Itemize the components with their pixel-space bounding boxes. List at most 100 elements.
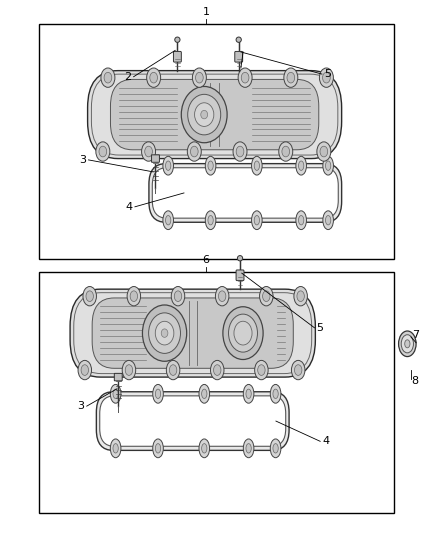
Ellipse shape (125, 365, 133, 375)
Ellipse shape (96, 142, 110, 161)
FancyBboxPatch shape (110, 79, 319, 150)
Ellipse shape (83, 287, 96, 306)
FancyBboxPatch shape (96, 392, 289, 450)
Ellipse shape (171, 287, 185, 306)
FancyBboxPatch shape (152, 168, 338, 218)
Ellipse shape (273, 389, 278, 399)
Text: 6: 6 (202, 255, 209, 265)
FancyBboxPatch shape (88, 70, 342, 159)
Text: 4: 4 (125, 202, 132, 212)
Text: 4: 4 (322, 437, 329, 446)
Ellipse shape (322, 72, 330, 83)
Text: 3: 3 (79, 155, 86, 165)
Ellipse shape (251, 156, 262, 175)
Ellipse shape (299, 161, 304, 171)
Ellipse shape (263, 291, 270, 302)
Ellipse shape (201, 443, 207, 453)
Ellipse shape (323, 211, 333, 230)
Ellipse shape (229, 314, 258, 352)
Ellipse shape (246, 389, 251, 399)
Ellipse shape (317, 142, 331, 161)
Ellipse shape (401, 335, 413, 353)
Ellipse shape (145, 146, 152, 157)
Ellipse shape (273, 443, 278, 453)
Ellipse shape (325, 161, 331, 171)
Ellipse shape (155, 321, 174, 345)
Ellipse shape (254, 360, 268, 379)
Ellipse shape (174, 291, 182, 302)
Ellipse shape (236, 146, 244, 157)
Ellipse shape (166, 360, 180, 379)
Ellipse shape (130, 291, 138, 302)
FancyBboxPatch shape (236, 270, 244, 280)
Ellipse shape (110, 384, 121, 403)
Ellipse shape (251, 211, 262, 230)
Ellipse shape (205, 156, 216, 175)
Ellipse shape (399, 331, 416, 357)
Ellipse shape (208, 215, 213, 225)
Ellipse shape (219, 291, 226, 302)
FancyBboxPatch shape (235, 51, 243, 62)
Ellipse shape (237, 255, 243, 261)
Text: 3: 3 (77, 401, 84, 411)
FancyBboxPatch shape (149, 164, 342, 222)
FancyBboxPatch shape (100, 396, 286, 446)
Ellipse shape (223, 306, 263, 359)
Text: 2: 2 (124, 72, 131, 82)
Ellipse shape (195, 72, 203, 83)
Bar (39, 24, 394, 259)
Ellipse shape (175, 37, 180, 43)
Ellipse shape (163, 211, 173, 230)
Ellipse shape (260, 287, 273, 306)
Ellipse shape (181, 86, 227, 143)
Ellipse shape (236, 37, 241, 43)
Text: 5: 5 (324, 69, 331, 79)
Ellipse shape (279, 142, 293, 161)
Ellipse shape (110, 439, 121, 458)
Ellipse shape (161, 329, 168, 337)
Ellipse shape (238, 68, 252, 87)
Ellipse shape (147, 68, 161, 87)
Ellipse shape (122, 360, 136, 379)
Bar (39, 272, 394, 513)
Ellipse shape (241, 72, 249, 83)
Ellipse shape (270, 439, 281, 458)
Ellipse shape (127, 287, 141, 306)
Ellipse shape (297, 291, 304, 302)
Ellipse shape (163, 156, 173, 175)
Ellipse shape (191, 146, 198, 157)
FancyBboxPatch shape (114, 373, 122, 381)
Ellipse shape (282, 146, 290, 157)
FancyBboxPatch shape (70, 289, 315, 377)
Ellipse shape (299, 215, 304, 225)
Ellipse shape (153, 439, 163, 458)
Ellipse shape (405, 340, 410, 348)
Ellipse shape (294, 365, 302, 375)
Ellipse shape (188, 94, 221, 135)
Ellipse shape (153, 384, 163, 403)
Ellipse shape (296, 156, 307, 175)
Ellipse shape (201, 389, 207, 399)
Ellipse shape (320, 146, 328, 157)
Ellipse shape (199, 439, 209, 458)
Ellipse shape (270, 384, 281, 403)
Ellipse shape (99, 146, 107, 157)
Ellipse shape (215, 287, 229, 306)
Ellipse shape (214, 365, 221, 375)
FancyBboxPatch shape (173, 51, 181, 62)
Ellipse shape (141, 142, 155, 161)
Text: 7: 7 (412, 330, 419, 340)
Ellipse shape (296, 211, 307, 230)
Ellipse shape (201, 110, 208, 119)
Ellipse shape (325, 215, 331, 225)
Text: 1: 1 (202, 7, 209, 17)
Ellipse shape (287, 72, 295, 83)
Ellipse shape (86, 291, 93, 302)
Ellipse shape (294, 287, 307, 306)
Ellipse shape (78, 360, 92, 379)
Ellipse shape (244, 439, 254, 458)
Ellipse shape (199, 384, 209, 403)
Ellipse shape (319, 68, 333, 87)
Ellipse shape (258, 365, 265, 375)
Ellipse shape (244, 384, 254, 403)
